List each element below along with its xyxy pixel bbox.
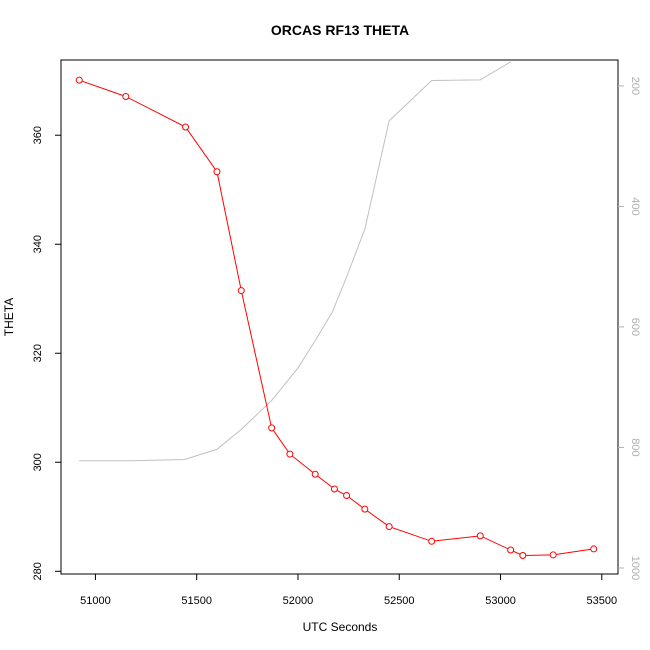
series-layer <box>75 61 598 559</box>
theta-point <box>385 523 393 531</box>
theta-point <box>590 545 598 553</box>
theta-point <box>343 492 351 500</box>
theta-point <box>330 485 338 493</box>
theta-point <box>428 537 436 545</box>
pressure-tick-label: 1000 <box>629 556 641 580</box>
theta-point <box>182 123 190 131</box>
pressure-tick-label: 200 <box>629 77 641 95</box>
theta-point <box>268 424 276 432</box>
theta-point <box>507 546 515 554</box>
y-axis-label: THETA <box>2 298 16 336</box>
y-tick-label: 320 <box>32 344 44 362</box>
theta-point <box>361 505 369 513</box>
theta-point <box>311 470 319 478</box>
theta-point <box>75 76 83 84</box>
x-axis: 51000 51500 52000 52500 53000 53500 <box>80 574 617 607</box>
theta-point <box>286 450 294 458</box>
x-tick-label: 53000 <box>485 595 516 607</box>
theta-point <box>519 551 527 559</box>
pressure-tick-label: 600 <box>629 318 641 336</box>
y-axis: 280 300 320 340 360 <box>32 126 61 580</box>
theta-point <box>122 93 130 101</box>
plot-frame <box>60 59 619 575</box>
y-tick-label: 340 <box>32 235 44 253</box>
x-axis-label: UTC Seconds <box>303 620 378 634</box>
pressure-tick-label: 400 <box>629 197 641 215</box>
theta-point <box>237 287 245 295</box>
theta-point <box>213 168 221 176</box>
y-tick-label: 360 <box>32 126 44 144</box>
pressure-series-line <box>79 61 511 462</box>
chart-title: ORCAS RF13 THETA <box>271 22 409 38</box>
pressure-tick-label: 800 <box>629 438 641 456</box>
x-tick-label: 52500 <box>384 595 415 607</box>
y-tick-label: 300 <box>32 453 44 471</box>
x-tick-label: 52000 <box>283 595 314 607</box>
theta-point <box>476 532 484 540</box>
x-tick-label: 51000 <box>80 595 111 607</box>
x-tick-label: 53500 <box>586 595 617 607</box>
theta-point <box>549 551 557 559</box>
x-tick-label: 51500 <box>181 595 212 607</box>
pressure-axis: 200 400 600 800 1000 <box>618 77 641 580</box>
y-tick-label: 280 <box>32 562 44 580</box>
